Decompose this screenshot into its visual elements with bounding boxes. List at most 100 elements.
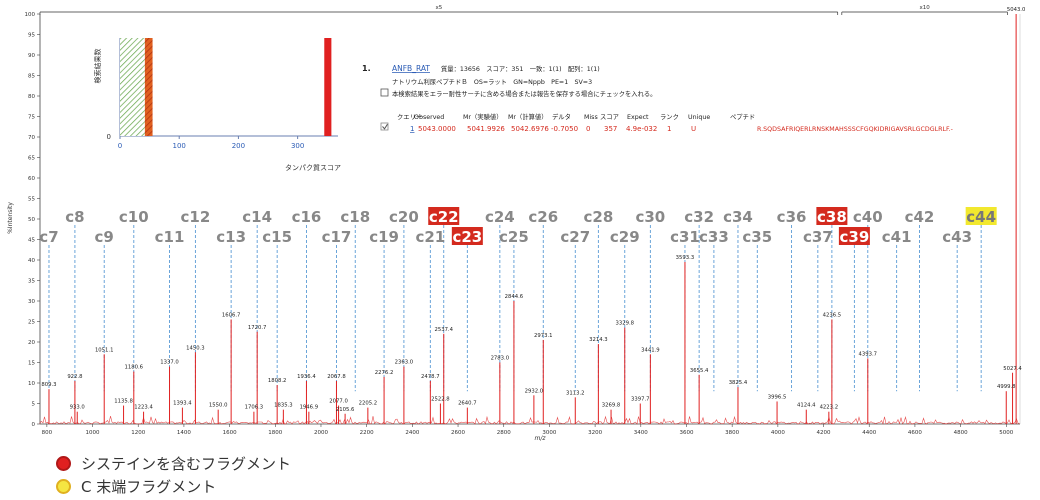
y-tick-label-17: 85 [28,74,35,80]
peak-label-11: 1606.7 [222,312,241,318]
peak-label-7: 1337.0 [160,360,179,366]
peak-label-46: 4999.8 [997,384,1016,390]
fragment-badge-c39 [838,227,870,245]
histogram-y-tick-0: 0 [107,133,111,141]
score-histogram: 0 100 200 300 0 検索結果数 タンパク質スコア [93,38,341,172]
fragment-badge-c44 [965,207,997,225]
fragment-label-c24: c24 [485,208,515,226]
fragment-label-c15: c15 [262,228,292,246]
fragment-label-c43: c43 [942,228,972,246]
y-tick-label-1: 5 [32,402,36,408]
y-tick-label-9: 45 [28,238,35,244]
x-tick-label-5: 1800 [268,430,282,436]
fragment-label-c8: c8 [65,208,84,226]
y-tick-label-6: 30 [28,299,35,305]
y-tick-label-0: 0 [32,422,36,428]
y-tick-label-11: 55 [28,197,35,203]
fragment-label-c26: c26 [528,208,558,226]
peak-label-41: 3996.5 [768,394,787,400]
x-tick-label-1: 1000 [86,430,100,436]
fragment-label-c9: c9 [95,228,114,246]
histogram-bar-1 [144,38,153,136]
x-tick-label-9: 2600 [451,430,465,436]
peak-label-30: 2932.0 [525,388,544,394]
peak-label-21: 2205.2 [359,401,378,407]
table-cell-6: 357 [604,125,617,133]
peak-label-3: 1051.1 [95,347,114,353]
legend-item-cysteine: システインを含むフラグメント [56,453,291,474]
x-tick-label-6: 2000 [314,430,328,436]
spectrum-xlabel: m/z [534,435,546,442]
y-tick-label-14: 70 [28,135,35,141]
x-tick-label-21: 5000 [999,430,1013,436]
table-header-9: Unique [688,114,710,121]
peak-label-39: 3655.4 [690,368,709,374]
histogram-bar-0 [120,38,145,136]
peak-label-32: 3113.2 [566,390,585,396]
peak-label-13: 1720.7 [248,325,267,331]
y-tick-label-10: 50 [28,217,35,223]
peak-label-9: 1450.3 [186,345,205,351]
peak-label-0: 809.3 [41,382,56,388]
table-cell-4: -0.7050 [551,125,578,133]
peak-label-37: 3441.9 [641,347,660,353]
zoom-label-0: x5 [435,5,442,11]
peak-label-43: 4223.2 [820,405,839,411]
fragment-label-c13: c13 [216,228,246,246]
table-header-2: Mr（実験値） [463,112,503,121]
x-tick-label-11: 3000 [542,430,556,436]
peak-label-29: 2844.6 [505,294,524,300]
x-tick-label-17: 4200 [817,430,831,436]
peak-label-20: 2105.6 [336,407,355,413]
fragment-label-c14: c14 [242,208,272,226]
peak-label-31: 2973.1 [534,333,553,339]
peak-label-47: 5027.4 [1003,366,1022,372]
fragment-label-c22: c22 [429,208,459,226]
search-result-table: 1. ANFB_RAT 質量：13656 スコア：351 一致：1(1) 配列：… [362,64,953,133]
x-tick-label-20: 4800 [954,430,968,436]
spectrum-ylabel: %Intensity [7,202,14,234]
table-header-10: ペプチド [730,113,755,121]
table-cell-7: 4.9e-032 [626,125,657,133]
peak-label-16: 1936.4 [297,374,316,380]
peak-label-24: 2478.7 [421,374,440,380]
fragment-label-c40: c40 [853,208,883,226]
peak-label-33: 3214.3 [589,337,608,343]
histogram-x-tick-2: 200 [232,142,245,150]
fragment-label-c32: c32 [684,208,714,226]
peak-label-45: 4393.7 [859,351,878,357]
result-description: ナトリウム利尿ペプチドＢ OS=ラット GN=Nppb PE=1 SV=3 [392,77,592,86]
histogram-x-tick-1: 100 [173,142,186,150]
table-header-4: デルタ [552,112,571,121]
histogram-x-tick-0: 0 [118,142,122,150]
x-tick-label-16: 4000 [771,430,785,436]
peak-label-2: 933.0 [70,405,86,411]
table-cell-3: 5042.6976 [511,125,549,133]
peak-label-18: 2067.8 [327,374,346,380]
legend-label-cysteine: システインを含むフラグメント [81,455,292,473]
table-header-1: Observed [414,114,444,121]
zoom-label-1: x10 [919,5,930,11]
ms-spectrum: x5 x10 0510152025303540455055606570758085… [7,5,1026,442]
result-row-checkbox[interactable] [380,122,389,131]
peak-label-1: 922.8 [67,374,83,380]
y-tick-label-12: 60 [28,176,35,182]
peak-label-19: 2077.0 [329,399,348,405]
x-tick-label-12: 3200 [588,430,602,436]
peak-label-15: 1835.3 [274,403,293,409]
peak-label-12: 1706.3 [245,405,264,411]
fragment-badge-c38 [816,207,848,225]
fragment-label-c31: c31 [670,228,700,246]
error-tolerant-checkbox[interactable] [380,88,389,97]
peak-label-4: 1135.8 [114,399,133,405]
yellow-dot-icon [56,479,71,494]
histogram-x-tick-3: 300 [291,142,304,150]
histogram-ylabel: 検索結果数 [93,49,102,84]
result-accession-link[interactable]: ANFB_RAT [392,64,430,73]
fragment-label-c28: c28 [583,208,613,226]
fragment-label-c27: c27 [560,228,590,246]
peak-label-14: 1808.2 [268,378,287,384]
fragment-label-c23: c23 [452,228,482,246]
table-cell-0[interactable]: 1 [410,125,414,133]
